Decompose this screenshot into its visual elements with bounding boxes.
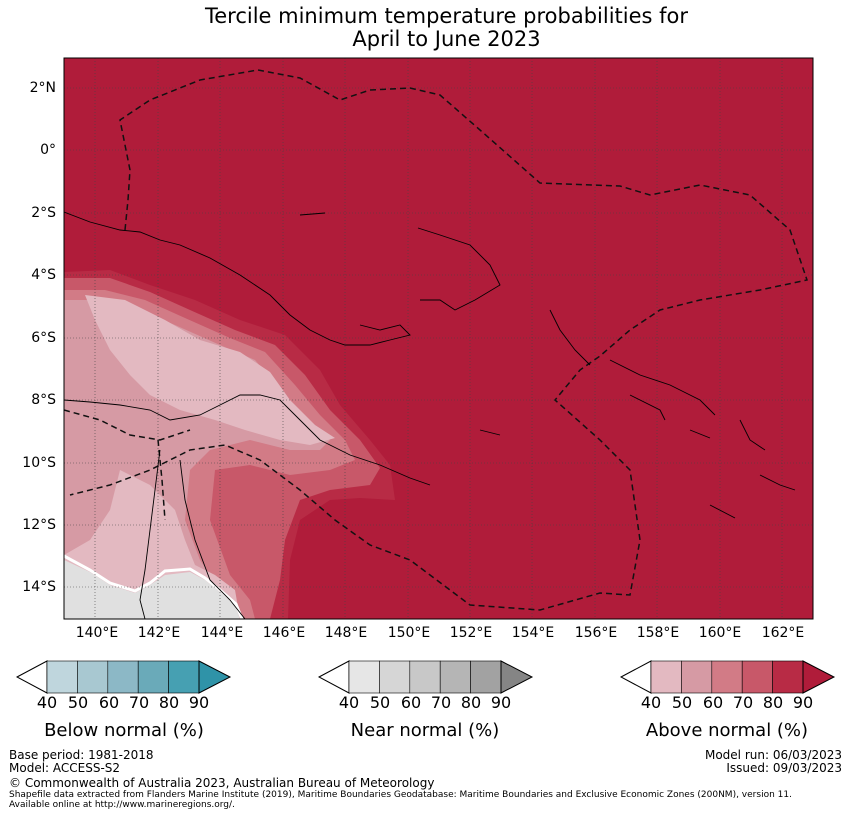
lon-label: 148°E (324, 625, 368, 641)
near-normal-high-extension (500, 660, 534, 694)
lon-label: 158°E (636, 625, 680, 641)
near-normal-boundary (64, 554, 244, 619)
below-normal-label: Below normal (%) (44, 720, 204, 741)
colorbar-tick: 50 (369, 693, 391, 712)
below-normal-segment (137, 660, 169, 694)
copyright-notice: © Commonwealth of Australia 2023, Austra… (9, 776, 435, 790)
near-normal-segment (409, 660, 441, 694)
below-normal-high-extension (198, 660, 232, 694)
lon-label: 160°E (698, 625, 742, 641)
above-normal-segment (711, 660, 743, 694)
base-period: Base period: 1981-2018 (9, 748, 154, 762)
lat-label: 4°S (31, 267, 56, 283)
above-normal-segment (741, 660, 773, 694)
near-normal-label: Near normal (%) (350, 720, 500, 741)
colorbar-tick: 90 (188, 693, 210, 712)
lat-label: 2°S (31, 205, 56, 221)
above-normal-high-extension (802, 660, 836, 694)
probability-field (64, 58, 813, 619)
below-normal-colorbar (16, 660, 232, 694)
map-title-line-1: Tercile minimum temperature probabilitie… (204, 4, 689, 28)
colorbar-tick: 90 (792, 693, 814, 712)
lon-label: 162°E (761, 625, 805, 641)
above-normal-label: Above normal (%) (645, 720, 809, 741)
above-normal-segment (681, 660, 713, 694)
above-normal-colorbar (620, 660, 836, 694)
colorbar-tick: 80 (158, 693, 180, 712)
lat-label: 2°N (29, 80, 56, 96)
lat-label: 8°S (31, 392, 56, 408)
gridlines (64, 58, 813, 619)
colorbar-tick: 70 (732, 693, 754, 712)
near-normal-colorbar (318, 660, 534, 694)
lon-label: 150°E (387, 625, 431, 641)
below-normal-segment (107, 660, 139, 694)
lon-label: 156°E (574, 625, 618, 641)
lon-label: 142°E (137, 625, 181, 641)
model-run-date: Model run: 06/03/2023 (704, 748, 842, 762)
near-normal-low-extension (318, 660, 350, 694)
near-normal-segment (379, 660, 411, 694)
above-normal-40-region (64, 295, 335, 619)
near-normal-segment (439, 660, 471, 694)
lat-label: 0° (40, 142, 56, 158)
issued-date: Issued: 09/03/2023 (726, 761, 842, 775)
colorbar-tick: 70 (128, 693, 150, 712)
colorbar-tick: 60 (400, 693, 422, 712)
colorbar-tick: 90 (490, 693, 512, 712)
above-normal-segment (650, 660, 682, 694)
colorbar-tick: 60 (98, 693, 120, 712)
lon-label: 152°E (449, 625, 493, 641)
colorbar-tick: 50 (67, 693, 89, 712)
colorbar-tick: 80 (762, 693, 784, 712)
colorbar-tick: 40 (338, 693, 360, 712)
near-normal-segment (470, 660, 502, 694)
below-normal-segment (168, 660, 200, 694)
shapefile-credit: Shapefile data extracted from Flanders M… (9, 790, 792, 800)
colorbar-tick: 80 (460, 693, 482, 712)
lat-label: 6°S (31, 330, 56, 346)
lon-label: 154°E (511, 625, 555, 641)
lon-label: 144°E (200, 625, 244, 641)
model-name: Model: ACCESS-S2 (9, 761, 121, 775)
lat-label: 14°S (22, 579, 56, 595)
colorbar-tick: 70 (430, 693, 452, 712)
lon-label: 146°E (262, 625, 306, 641)
above-normal-segment (772, 660, 804, 694)
map-figure (63, 57, 814, 620)
map-title-line-2: April to June 2023 (352, 27, 541, 51)
below-normal-segment (46, 660, 78, 694)
colorbar-tick: 40 (640, 693, 662, 712)
lat-label: 10°S (22, 455, 56, 471)
colorbar-tick: 60 (702, 693, 724, 712)
coastlines (64, 211, 796, 619)
colorbar-tick: 50 (671, 693, 693, 712)
map-frame (63, 57, 814, 620)
near-normal-region (64, 560, 240, 619)
below-normal-low-extension (16, 660, 48, 694)
near-normal-segment (348, 660, 380, 694)
above-normal-low-extension (620, 660, 652, 694)
lon-label: 140°E (75, 625, 119, 641)
shapefile-source: Available online at http://www.marinereg… (9, 800, 235, 810)
colorbar-tick: 40 (36, 693, 58, 712)
below-normal-segment (77, 660, 109, 694)
lat-label: 12°S (22, 517, 56, 533)
